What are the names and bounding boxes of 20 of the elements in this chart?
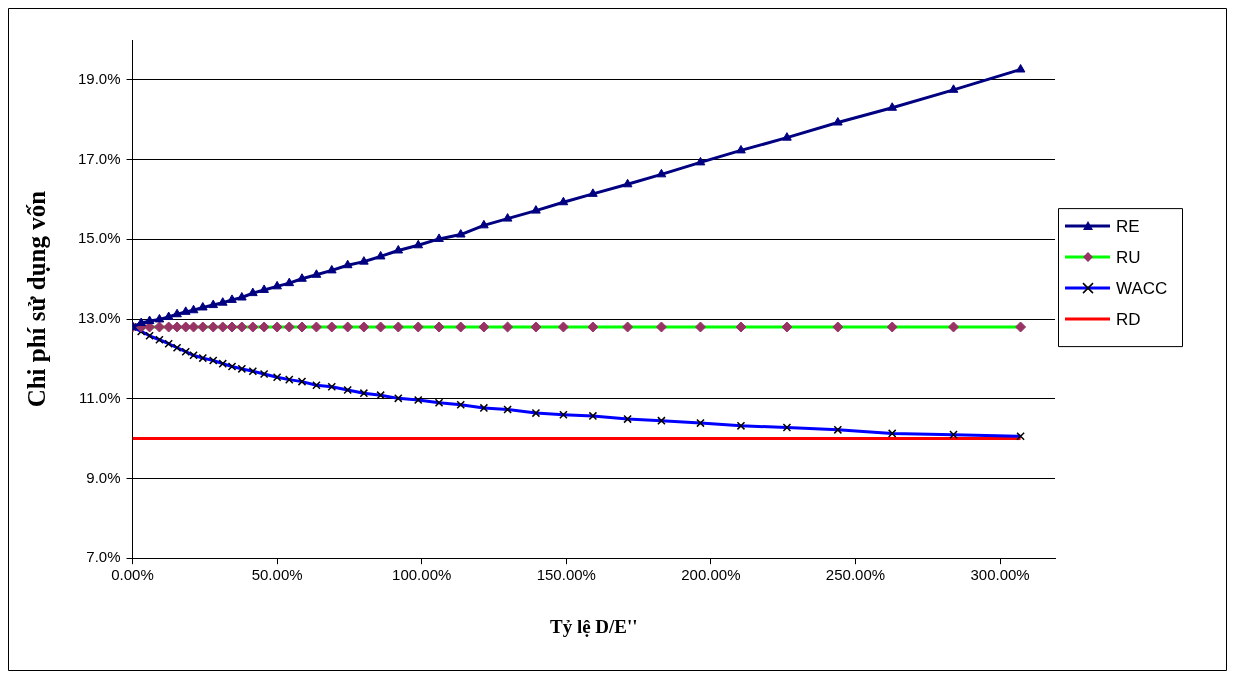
x-tick-label: 300.00% xyxy=(970,566,1030,584)
legend-label: RE xyxy=(1116,216,1140,236)
x-tick-label: 0.00% xyxy=(111,566,154,584)
legend-label: RD xyxy=(1116,309,1141,329)
x-axis-title: Tỷ lệ D/E'' xyxy=(549,615,638,637)
x-tick-label: 250.00% xyxy=(825,566,886,584)
x-tick-label: 100.00% xyxy=(392,566,452,584)
y-axis-title: Chi phí sử dụng vốn xyxy=(23,190,51,408)
y-tick-label: 17.0% xyxy=(77,149,121,167)
y-tick-label: 7.0% xyxy=(86,548,121,566)
y-tick-label: 15.0% xyxy=(77,229,121,247)
x-tick-label: 200.00% xyxy=(681,566,741,584)
y-tick-label: 11.0% xyxy=(79,388,121,406)
y-tick-label: 9.0% xyxy=(86,468,121,486)
legend-label: RU xyxy=(1116,247,1141,267)
y-tick-label: 13.0% xyxy=(77,309,121,327)
y-tick-label: 19.0% xyxy=(77,70,121,87)
legend-label: WACC xyxy=(1116,278,1168,298)
x-tick-label: 150.00% xyxy=(536,566,596,584)
x-tick-label: 50.00% xyxy=(251,566,303,584)
